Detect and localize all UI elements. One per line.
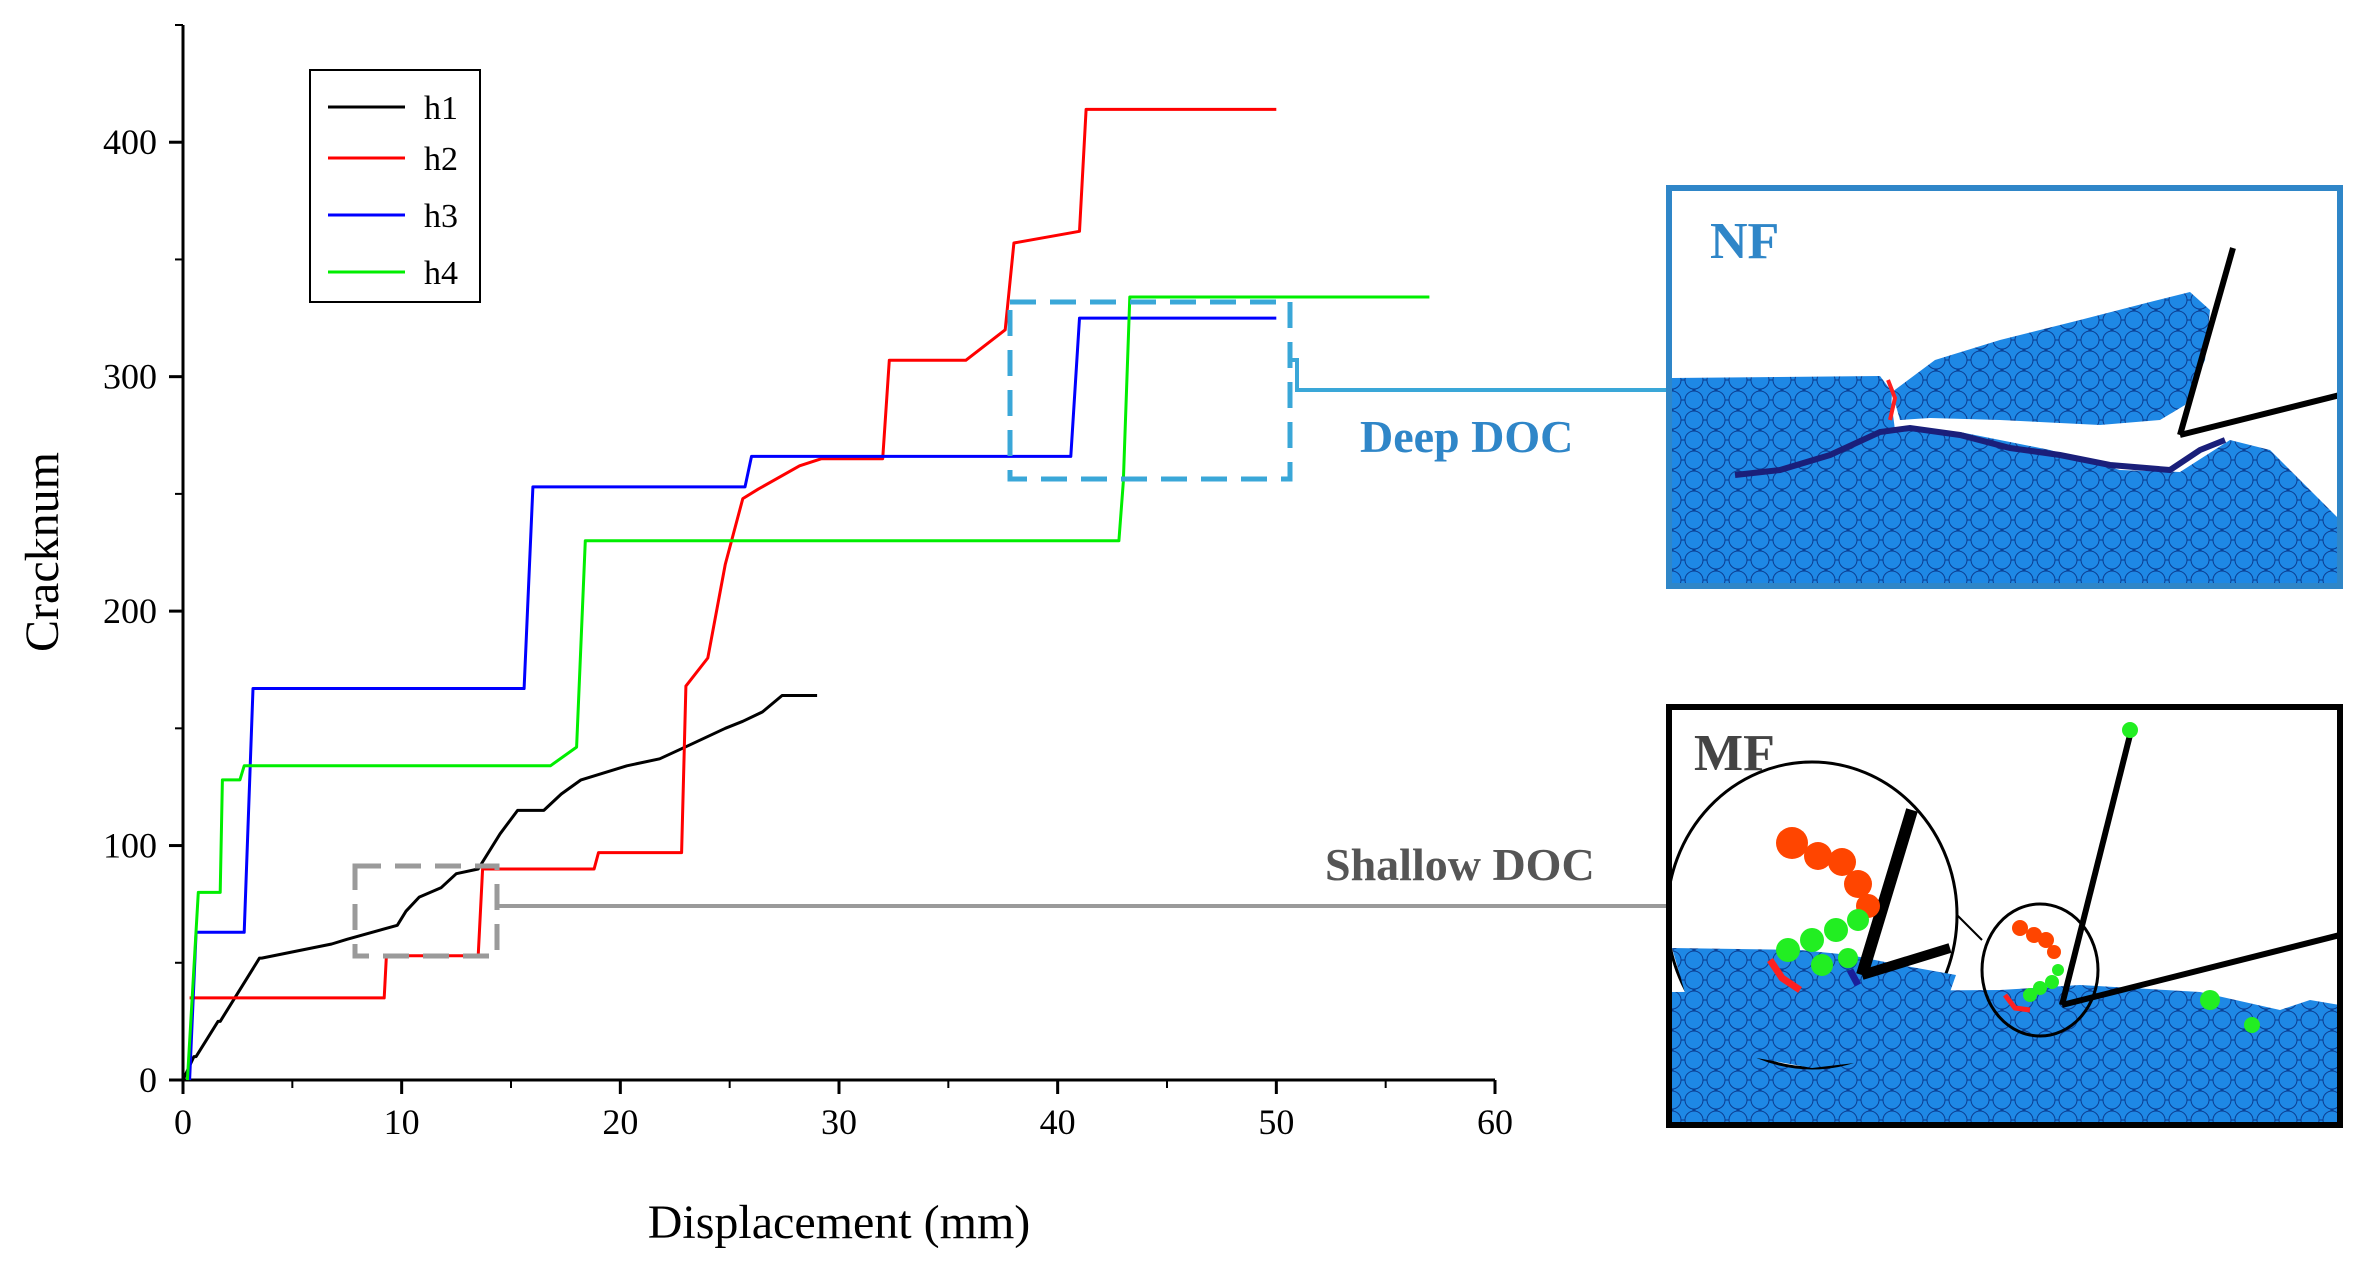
mf-particles [1672, 722, 2339, 1123]
series-line-h4 [185, 295, 1430, 1081]
legend-box [309, 69, 481, 303]
deep-doc-connector [1290, 358, 1668, 392]
x-tick-label: 50 [1258, 1102, 1294, 1142]
shallow-doc-box [352, 863, 500, 959]
mf-tool-face [2059, 734, 2133, 1006]
y-tick-label: 200 [103, 591, 157, 631]
mf-red-crack [2003, 993, 2031, 1013]
nf-red-crack [1886, 379, 1898, 421]
mf-panel-frame [1666, 704, 2343, 1128]
mf-panel-title: MF [1694, 725, 1775, 782]
mf-green-particle-1 [2200, 990, 2220, 1010]
x-tick-label: 0 [174, 1102, 192, 1142]
mf-panel: MF [1666, 704, 2343, 1128]
mf-green-particle-top [2122, 722, 2138, 738]
series-line-h2 [189, 107, 1277, 1000]
x-tick-label: 10 [384, 1102, 420, 1142]
nf-panel-frame [1666, 185, 2343, 589]
nf-panel: NF [1666, 185, 2343, 589]
series-line-h1 [181, 694, 818, 1081]
nf-tool-face [2177, 247, 2236, 436]
y-tick-label: 0 [139, 1060, 157, 1100]
mf-zoom-connector [1956, 914, 1983, 941]
deep-doc-box [1007, 299, 1293, 482]
mf-green-particle-2 [2244, 1017, 2260, 1033]
nf-surface-left [1672, 376, 1892, 475]
y-tick-label: 100 [103, 826, 157, 866]
y-tick-label: 300 [103, 357, 157, 397]
chart: 0 10 20 30 40 50 60 0 100 200 300 400 Displacement … [16, 24, 1668, 1249]
mf-tool-flank [2061, 932, 2339, 1008]
legend-label-h3: h3 [424, 198, 458, 235]
legend-label-h4: h4 [424, 255, 458, 292]
legend-label-h2: h2 [424, 141, 458, 178]
mf-small-chip [2012, 920, 2064, 1002]
x-tick-label: 60 [1477, 1102, 1513, 1142]
legend-label-h1: h1 [424, 90, 458, 127]
axis-ticks: 0 10 20 30 40 50 60 0 100 200 300 400 [103, 24, 1513, 1142]
legend: h1 h2 h3 h4 [309, 69, 481, 303]
y-axis-title: Cracknum [16, 452, 69, 652]
nf-crack [1734, 424, 2227, 478]
shallow-doc-label: Shallow DOC [1325, 839, 1595, 890]
x-tick-label: 20 [602, 1102, 638, 1142]
nf-panel-title: NF [1710, 213, 1779, 270]
deep-doc-label: Deep DOC [1360, 411, 1573, 462]
mf-small-circle [1980, 902, 2100, 1038]
x-axis-title: Displacement (mm) [648, 1196, 1031, 1249]
x-tick-label: 40 [1040, 1102, 1076, 1142]
nf-chip [1892, 292, 2210, 425]
nf-tool-flank [2179, 392, 2339, 438]
mf-zoom-content [1672, 808, 1956, 1068]
nf-particles [1672, 247, 2339, 585]
series-line-h3 [188, 316, 1277, 1081]
series-layer [181, 107, 1430, 1081]
x-tick-label: 30 [821, 1102, 857, 1142]
y-tick-label: 400 [103, 122, 157, 162]
